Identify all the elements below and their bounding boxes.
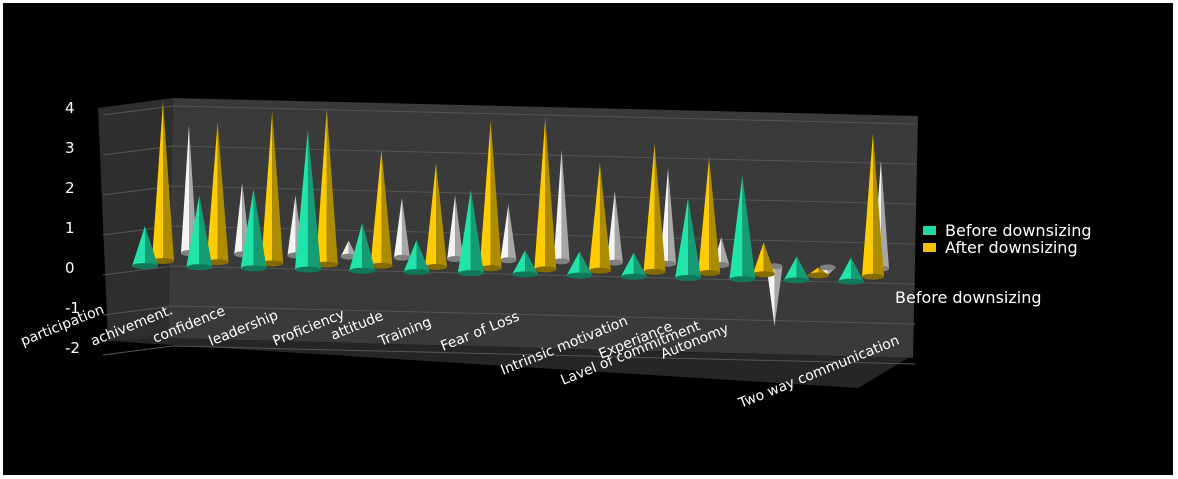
legend-label-before: Before downsizing [945, 221, 1092, 240]
y-tick-label: 3 [65, 139, 75, 157]
cone-after-8 [588, 162, 611, 274]
cone-before-3 [294, 129, 321, 273]
cone-after-11 [752, 242, 775, 278]
cone-series3-4 [393, 197, 410, 261]
cone-before-6 [457, 189, 484, 277]
cone-before-0 [132, 226, 158, 269]
gridline-back [172, 105, 916, 125]
cone-after-6 [479, 120, 502, 272]
cone-before-10 [675, 198, 702, 281]
y-tick-label: 2 [65, 179, 75, 197]
gridline-back [172, 345, 916, 365]
y-tick-label: -1 [65, 299, 80, 317]
cone-after-5 [425, 163, 448, 270]
depth-axis-label: Before downsizing [895, 288, 1042, 307]
cone-before-2 [240, 188, 267, 272]
legend-label-after: After downsizing [945, 238, 1078, 257]
cone-after-4 [370, 149, 393, 269]
floor [108, 338, 908, 388]
side-wall [98, 98, 173, 341]
cone-before-4 [349, 222, 376, 274]
gridline-back [172, 305, 916, 325]
cone-before-5 [403, 240, 430, 275]
legend-swatch-before [923, 226, 936, 235]
series-before-cones [132, 129, 864, 285]
cone-after-9 [643, 143, 666, 275]
cone-before-8 [566, 251, 593, 279]
chart-frame: 4 3 2 1 0 -1 -2 participation achivement. confid… [3, 3, 1173, 475]
series-after-cones [152, 101, 884, 280]
cone-series3-8 [606, 190, 623, 266]
cone-after-3 [315, 108, 338, 268]
cone-after-1 [206, 122, 229, 266]
legend-item-before: Before downsizing [923, 221, 1113, 240]
cone-before-7 [512, 250, 539, 278]
cone-before-13 [838, 257, 864, 285]
gridline-side [102, 105, 174, 116]
cone-series3-5 [447, 195, 464, 262]
cone-before-12 [783, 256, 810, 284]
cone-after-7 [534, 117, 557, 273]
gridline-side [102, 305, 174, 316]
y-tick-label: -2 [65, 339, 80, 357]
y-tick-label: 4 [65, 99, 75, 117]
y-tick-label: 0 [65, 259, 75, 277]
gridline-side [102, 265, 174, 276]
cone-before-1 [186, 195, 213, 271]
gridline-side [102, 345, 174, 356]
legend: Before downsizing After downsizing [923, 223, 1113, 257]
y-axis-ticks: 4 3 2 1 0 -1 -2 [65, 99, 80, 357]
y-tick-label: 1 [65, 219, 75, 237]
cone-series3-7 [553, 149, 570, 265]
cone-series3-6 [500, 204, 517, 264]
cone-after-13 [862, 132, 884, 280]
cone-after-2 [261, 111, 284, 267]
cone-series3-11 [766, 263, 783, 327]
cone-after-0 [152, 101, 174, 264]
cone-after-10 [698, 157, 721, 276]
cone-after-12 [807, 267, 830, 279]
cone-before-11 [729, 175, 756, 283]
legend-item-after: After downsizing [923, 238, 1113, 257]
legend-swatch-after [923, 243, 936, 252]
